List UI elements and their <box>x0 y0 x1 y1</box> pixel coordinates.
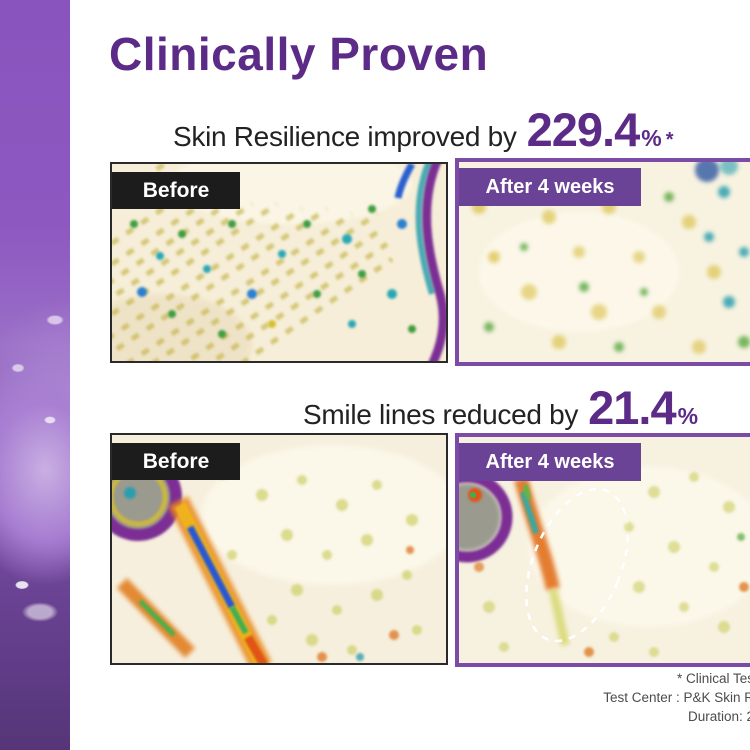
heatmap-blobs <box>217 470 422 662</box>
after-badge: After 4 weeks <box>459 443 641 481</box>
page-title: Clinically Proven <box>109 28 489 80</box>
after-badge-label: After 4 weeks <box>485 175 615 198</box>
claim-skin-resilience: Skin Resilience improved by 229.4 % * <box>173 102 673 157</box>
marker-ring <box>459 471 513 563</box>
heatmap-blobs <box>472 186 750 354</box>
heatmap-dots <box>130 205 416 338</box>
skin-fold-edge <box>394 164 446 361</box>
purple-liquid-strip <box>0 0 70 750</box>
reduced-smile-line <box>514 477 570 646</box>
before-badge: Before <box>112 443 240 480</box>
deep-smile-line <box>168 496 272 663</box>
clinical-test-footnote: * Clinical Tes Test Center : P&K Skin R … <box>603 669 750 726</box>
claim-footnote-asterisk: * <box>665 129 674 151</box>
skin-resilience-after-image: After 4 weeks <box>455 158 750 366</box>
claim-unit: % <box>641 125 662 151</box>
before-badge-label: Before <box>142 178 210 202</box>
smile-line-highlight-ellipse <box>525 487 629 643</box>
secondary-line <box>116 578 196 658</box>
claim-smile-lines: Smile lines reduced by 21.4 % <box>303 380 698 435</box>
after-badge: After 4 weeks <box>459 168 641 206</box>
smile-lines-before-image: Before <box>110 433 448 665</box>
after-badge-label: After 4 weeks <box>485 450 615 473</box>
footnote-line: Test Center : P&K Skin R <box>603 690 750 705</box>
claim-value: 21.4 <box>588 381 676 434</box>
footnote-line: * Clinical Tes <box>676 671 750 686</box>
skin-resilience-before-image: Before <box>110 162 448 363</box>
corner-shadow <box>695 162 738 182</box>
before-badge-label: Before <box>142 449 210 473</box>
claim-text: Smile lines reduced by <box>303 399 579 430</box>
claim-value: 229.4 <box>526 103 641 156</box>
skin-line-pattern <box>112 164 394 361</box>
claim-text: Skin Resilience improved by <box>173 121 517 152</box>
before-badge: Before <box>112 172 240 209</box>
claim-unit: % <box>677 403 699 429</box>
footnote-line: Duration: 2 <box>687 709 750 724</box>
smile-lines-after-image: After 4 weeks <box>455 433 750 667</box>
